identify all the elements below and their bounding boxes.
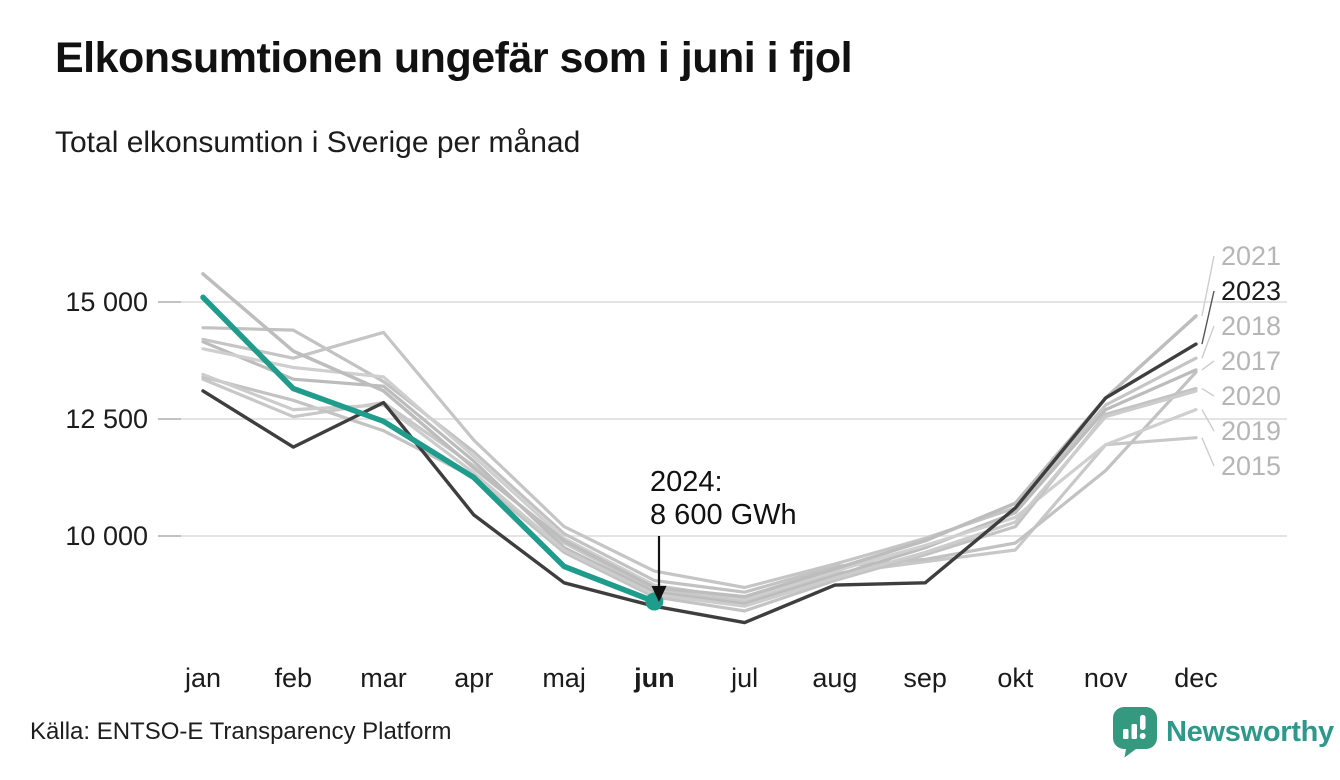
x-axis-label-nov: nov [1084, 663, 1128, 693]
year-label-2015: 2015 [1221, 451, 1281, 481]
series-line-2022 [201, 372, 1198, 608]
y-axis-label: 10 000 [65, 521, 148, 551]
y-axis-label: 15 000 [65, 287, 148, 317]
series-line-2024 [200, 294, 658, 605]
year-label-leader-2015 [1201, 437, 1215, 467]
series-line-2020 [201, 375, 1198, 613]
annotation-year-label: 2024: [650, 466, 723, 498]
year-label-2018: 2018 [1221, 311, 1281, 341]
exclamation-dot [1139, 733, 1146, 739]
newsworthy-logo-icon [1113, 707, 1157, 758]
chart-title: Elkonsumtionen ungefär som i juni i fjol [55, 34, 853, 82]
year-label-2019: 2019 [1221, 416, 1281, 446]
x-axis-label-aug: aug [812, 663, 857, 693]
year-label-2020: 2020 [1221, 381, 1281, 411]
year-label-leader-2018 [1201, 325, 1215, 359]
plot-layer: 10 000 12 500 15 000 jan feb mar apr maj jun jul a… [65, 241, 1287, 693]
annotation-arrow-head [651, 586, 667, 602]
bar-small [1123, 729, 1129, 739]
exclamation-bar [1140, 715, 1146, 730]
newsworthy-logo-text: Newsworthy [1166, 715, 1334, 748]
x-axis-label-jun: jun [633, 663, 675, 693]
x-axis-label-apr: apr [454, 663, 493, 693]
y-axis-label: 12 500 [65, 404, 148, 434]
series-line-2021 [201, 272, 1198, 599]
year-label-leader-2017 [1201, 360, 1215, 371]
x-axis-label-maj: maj [542, 663, 586, 693]
annotation: 2024: 8 600 GWh [650, 466, 797, 602]
bar-medium [1131, 724, 1137, 739]
source-text: Källa: ENTSO-E Transparency Platform [30, 718, 452, 745]
series-line-2016 [201, 326, 1198, 594]
year-label-leader-2021 [1201, 255, 1215, 317]
x-axis-label-mar: mar [360, 663, 407, 693]
year-label-2017: 2017 [1221, 346, 1281, 376]
series-line-2018 [201, 330, 1198, 590]
x-axis-label-dec: dec [1174, 663, 1218, 693]
x-axis-label-jul: jul [730, 663, 758, 693]
x-axis-label-okt: okt [997, 663, 1034, 693]
newsworthy-logo: Newsworthy [1112, 706, 1334, 758]
x-axis-label-feb: feb [274, 663, 312, 693]
year-label-2021: 2021 [1221, 241, 1281, 271]
year-label-leader-2019 [1201, 409, 1215, 432]
annotation-value-label: 8 600 GWh [650, 499, 797, 531]
x-axis-label-jan: jan [184, 663, 221, 693]
x-axis-label-sep: sep [903, 663, 947, 693]
year-label-leader-2023 [1201, 290, 1215, 345]
chart-subtitle: Total elkonsumtion i Sverige per månad [55, 126, 581, 159]
year-label-2023: 2023 [1221, 276, 1281, 306]
series-line-2023 [201, 342, 1198, 625]
year-label-leader-2020 [1201, 387, 1215, 397]
